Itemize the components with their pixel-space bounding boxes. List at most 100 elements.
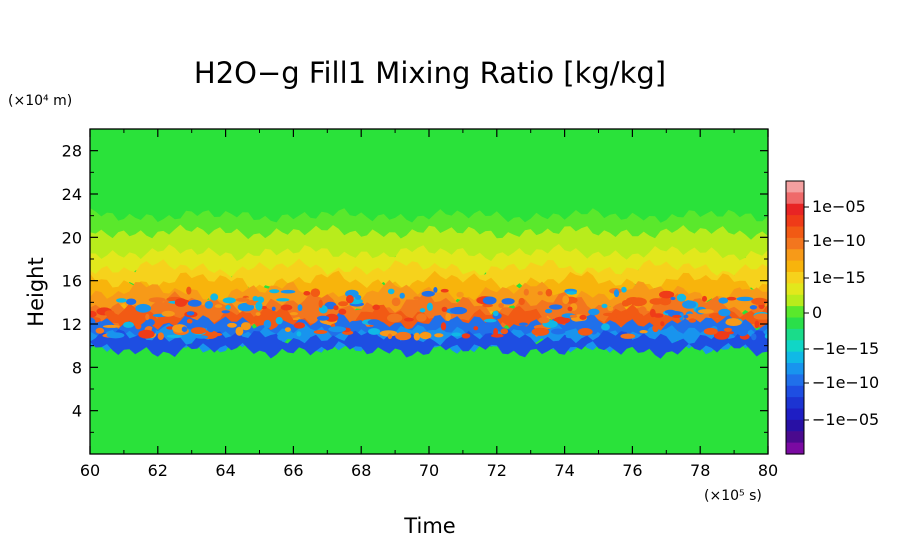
colorbar-label: 1e−05 — [812, 197, 866, 216]
turbulence-patch — [577, 328, 593, 336]
y-tick-label: 16 — [62, 272, 82, 291]
turbulence-patch — [333, 305, 339, 311]
turbulence-patch — [186, 318, 193, 324]
colorbar-label: −1e−10 — [812, 373, 879, 392]
colorbar-swatch — [786, 294, 804, 307]
turbulence-patch — [95, 327, 105, 334]
turbulence-patch — [682, 300, 697, 309]
turbulence-patch — [572, 321, 591, 327]
turbulence-patch — [565, 334, 574, 339]
turbulence-patch — [404, 317, 414, 322]
chart-title: H2O−g Fill1 Mixing Ratio [kg/kg] — [194, 56, 666, 90]
turbulence-patch — [703, 327, 718, 335]
data-band — [90, 303, 768, 344]
turbulence-patch — [255, 312, 261, 316]
turbulence-patch — [280, 289, 296, 294]
turbulence-patch — [456, 291, 464, 298]
turbulence-patch — [349, 320, 358, 330]
y-axis: 4 8 12 16 20 24 28 — [62, 142, 768, 433]
colorbar-swatch — [786, 203, 804, 216]
turbulence-patch — [713, 331, 730, 340]
colorbar-label: −1e−05 — [812, 410, 879, 429]
turbulence-patch — [225, 305, 231, 310]
turbulence-patch — [753, 313, 768, 320]
turbulence-patch — [500, 328, 509, 335]
turbulence-patch — [263, 319, 272, 329]
turbulence-patch — [718, 297, 729, 304]
turbulence-patch — [338, 308, 347, 315]
x-tick-label: 72 — [487, 461, 507, 480]
turbulence-patch — [284, 327, 291, 332]
y-tick-label: 24 — [62, 185, 82, 204]
turbulence-patch — [702, 295, 707, 302]
turbulence-patch — [399, 292, 405, 299]
turbulence-patch — [523, 288, 529, 296]
turbulence-patch — [461, 333, 471, 339]
turbulence-patch — [293, 322, 306, 329]
turbulence-patch — [317, 315, 329, 321]
colorbar-label: 1e−15 — [812, 268, 866, 287]
turbulence-patch — [562, 295, 570, 305]
y-tick-label: 28 — [62, 142, 82, 161]
turbulence-patch — [391, 297, 401, 307]
turbulence-patch — [338, 301, 349, 307]
colorbar-swatch — [786, 385, 804, 398]
turbulence-patch — [227, 322, 237, 328]
colorbar-swatch — [786, 283, 804, 296]
turbulence-patch — [419, 332, 432, 340]
turbulence-patch — [638, 306, 647, 315]
turbulence-patch — [90, 310, 97, 318]
turbulence-patch — [664, 309, 676, 314]
x-axis-unit: (×10⁵ s) — [704, 488, 762, 504]
turbulence-patch — [367, 319, 381, 326]
y-axis-label: Height — [24, 257, 48, 326]
turbulence-patch — [255, 301, 263, 311]
x-tick-label: 62 — [148, 461, 168, 480]
turbulence-patch — [649, 308, 656, 318]
turbulence-patch — [736, 296, 754, 302]
turbulence-patch — [166, 334, 182, 338]
turbulence-patch — [751, 297, 768, 305]
turbulence-patch — [261, 305, 267, 310]
turbulence-patch — [440, 288, 449, 293]
x-axis: 60 62 64 66 68 70 72 74 76 78 80 — [80, 129, 778, 480]
turbulence-patch — [601, 323, 610, 331]
turbulence-patch — [751, 333, 757, 341]
y-tick-label: 8 — [72, 358, 82, 377]
turbulence-patch — [297, 304, 303, 312]
colorbar-swatch — [786, 249, 804, 262]
turbulence-patch — [545, 288, 553, 297]
colorbar-swatch — [786, 419, 804, 432]
y-tick-label: 12 — [62, 315, 82, 334]
turbulence-patch — [545, 308, 553, 314]
turbulence-patch — [269, 289, 280, 294]
turbulence-patch — [102, 324, 120, 328]
turbulence-patch — [621, 286, 627, 293]
colorbar-swatch — [786, 408, 804, 421]
turbulence-patch — [660, 321, 665, 327]
turbulence-patch — [346, 295, 354, 304]
turbulence-patch — [310, 288, 321, 298]
turbulence-patch — [186, 286, 192, 295]
turbulence-patch — [387, 288, 395, 295]
turbulence-patch — [726, 318, 740, 325]
turbulence-patch — [723, 327, 733, 332]
x-tick-label: 70 — [419, 461, 439, 480]
turbulence-patch — [749, 305, 758, 310]
colorbar-frame — [785, 180, 805, 455]
turbulence-patch — [483, 318, 497, 323]
turbulence-patch — [601, 303, 608, 309]
turbulence-patch — [501, 298, 515, 305]
x-tick-label: 68 — [351, 461, 371, 480]
turbulence-patch — [240, 322, 251, 331]
turbulence-patch — [256, 296, 265, 304]
turbulence-patch — [493, 310, 499, 317]
x-tick-label: 66 — [283, 461, 303, 480]
turbulence-patch — [318, 299, 323, 308]
x-tick-label: 80 — [758, 461, 778, 480]
turbulence-patch — [630, 297, 647, 307]
turbulence-patch — [652, 324, 659, 333]
colorbar-swatch — [786, 431, 804, 444]
turbulence-patch — [116, 298, 127, 303]
